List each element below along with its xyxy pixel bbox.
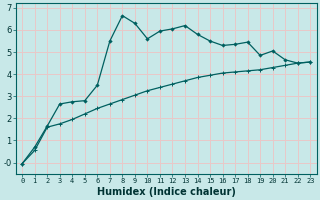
X-axis label: Humidex (Indice chaleur): Humidex (Indice chaleur) [97, 187, 236, 197]
